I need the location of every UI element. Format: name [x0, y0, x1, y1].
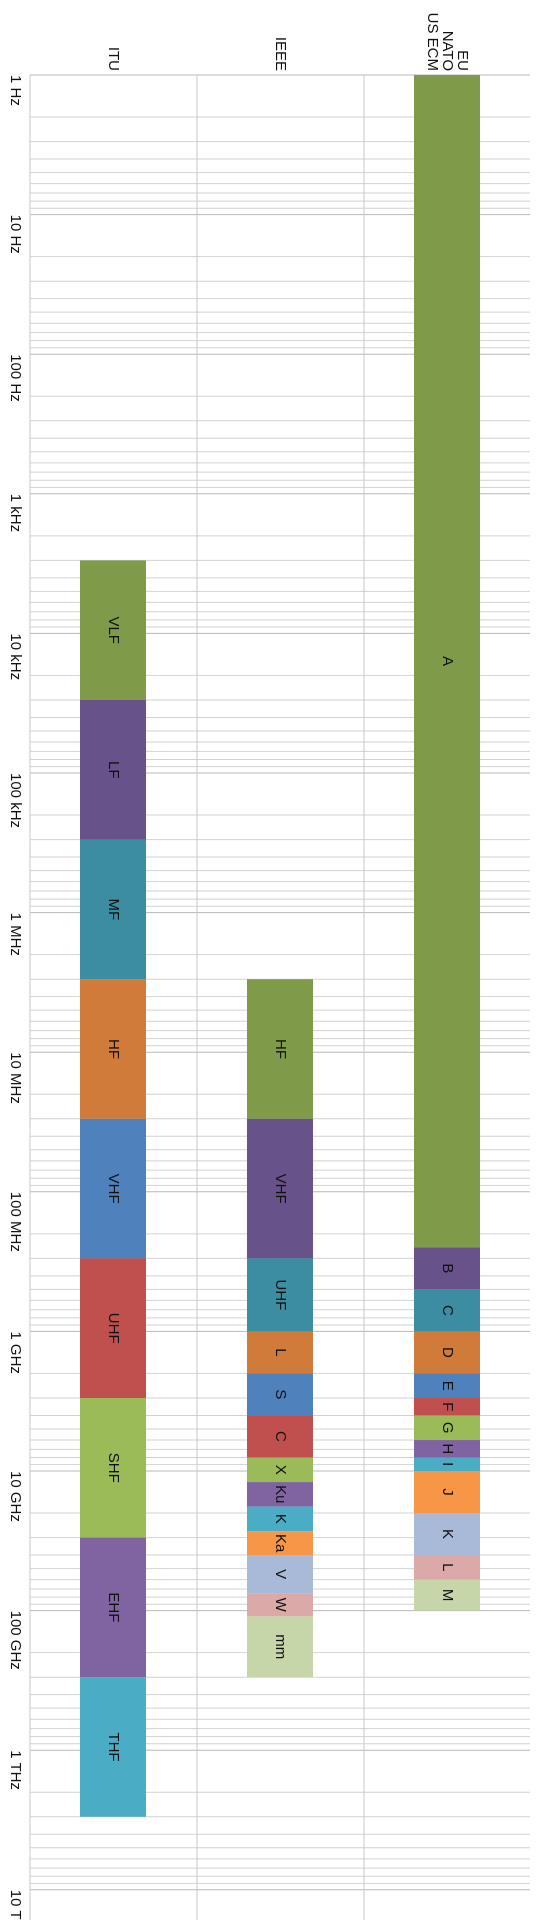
band-bar	[247, 1415, 313, 1458]
tick-label: 100 kHz	[7, 773, 24, 828]
band-label: LF	[105, 761, 122, 779]
tick-label: 100 MHz	[7, 1192, 24, 1252]
band-label: MF	[105, 899, 122, 921]
column-header: ITU	[105, 47, 122, 71]
band-label: B	[439, 1263, 456, 1273]
band-label: mm	[272, 1634, 289, 1659]
band-label: VLF	[105, 616, 122, 644]
column-header: US ECM	[424, 13, 441, 71]
tick-label: 1 kHz	[7, 494, 24, 532]
band-bar	[80, 1118, 146, 1259]
band-label: G	[439, 1422, 456, 1434]
band-label: EHF	[105, 1592, 122, 1622]
band-bar	[247, 1258, 313, 1332]
band-label: L	[272, 1348, 289, 1356]
tick-label: 10 THz	[7, 1890, 24, 1920]
band-bar	[247, 1482, 313, 1507]
band-bar	[247, 1118, 313, 1259]
band-label: Ku	[272, 1485, 289, 1503]
band-label: X	[272, 1465, 289, 1475]
band-bar	[414, 1415, 480, 1441]
band-label: J	[439, 1488, 456, 1496]
band-bar	[80, 979, 146, 1119]
band-label: K	[272, 1514, 289, 1524]
band-label: A	[439, 656, 456, 666]
band-label: HF	[105, 1039, 122, 1059]
band-label: THF	[105, 1732, 122, 1761]
band-label: C	[439, 1305, 456, 1316]
band-label: V	[272, 1569, 289, 1579]
column-dividers	[29, 75, 365, 1920]
band-bars: VLFLFMFHFVHFUHFSHFEHFTHFHFVHFUHFLSCXKuKK…	[80, 75, 480, 1817]
band-bar	[414, 1398, 480, 1416]
band-bar	[414, 75, 480, 1248]
band-bar	[247, 979, 313, 1119]
tick-label: 10 Hz	[7, 215, 24, 254]
tick-label: 10 GHz	[7, 1471, 24, 1522]
column-header: IEEE	[272, 37, 289, 71]
band-label: E	[439, 1381, 456, 1391]
band-label: D	[439, 1347, 456, 1358]
band-bar	[247, 1555, 313, 1594]
band-label: UHF	[272, 1279, 289, 1310]
band-label: M	[439, 1589, 456, 1602]
band-label: F	[439, 1402, 456, 1411]
band-bar	[247, 1616, 313, 1678]
band-label: Ka	[272, 1534, 289, 1553]
frequency-axis-labels: 1 Hz 10 Hz 100 Hz 1 kHz 10 kHz 100 kHz 1 MHz 10…	[7, 75, 24, 1920]
band-bar	[414, 1513, 480, 1556]
band-label: W	[272, 1598, 289, 1613]
band-bar	[414, 1457, 480, 1471]
band-label: H	[439, 1443, 456, 1454]
tick-label: 100 Hz	[7, 354, 24, 402]
band-label: S	[272, 1389, 289, 1399]
band-bar	[80, 560, 146, 701]
band-label: HF	[272, 1039, 289, 1059]
tick-label: 1 Hz	[7, 75, 24, 106]
band-label: SHF	[105, 1453, 122, 1483]
band-bar	[414, 1331, 480, 1374]
band-bar	[247, 1331, 313, 1374]
band-bar	[414, 1373, 480, 1399]
column-header: EU	[454, 50, 471, 71]
band-bar	[80, 700, 146, 840]
tick-label: 10 kHz	[7, 633, 24, 680]
band-label: VHF	[105, 1174, 122, 1204]
band-bar	[414, 1579, 480, 1611]
band-label: K	[439, 1529, 456, 1539]
band-bar	[414, 1289, 480, 1332]
tick-label: 1 GHz	[7, 1331, 24, 1374]
band-bar	[80, 1258, 146, 1399]
band-label: L	[439, 1563, 456, 1571]
tick-label: 1 THz	[7, 1750, 24, 1790]
band-label: UHF	[105, 1313, 122, 1344]
band-label: VHF	[272, 1174, 289, 1204]
tick-label: 1 MHz	[7, 913, 24, 956]
band-bar	[247, 1457, 313, 1483]
tick-label: 100 GHz	[7, 1611, 24, 1670]
band-bar	[80, 839, 146, 980]
band-bar	[247, 1506, 313, 1532]
tick-label: 10 MHz	[7, 1052, 24, 1104]
band-bar	[80, 1398, 146, 1538]
band-bar	[414, 1247, 480, 1290]
band-label: I	[439, 1462, 456, 1466]
band-bar	[80, 1677, 146, 1817]
band-bar	[247, 1593, 313, 1617]
band-bar	[414, 1555, 480, 1580]
band-bar	[414, 1471, 480, 1514]
band-bar	[247, 1373, 313, 1416]
band-label: C	[272, 1431, 289, 1442]
band-bar	[247, 1531, 313, 1556]
band-bar	[80, 1537, 146, 1678]
band-bar	[414, 1440, 480, 1458]
column-header: NATO	[439, 31, 456, 71]
